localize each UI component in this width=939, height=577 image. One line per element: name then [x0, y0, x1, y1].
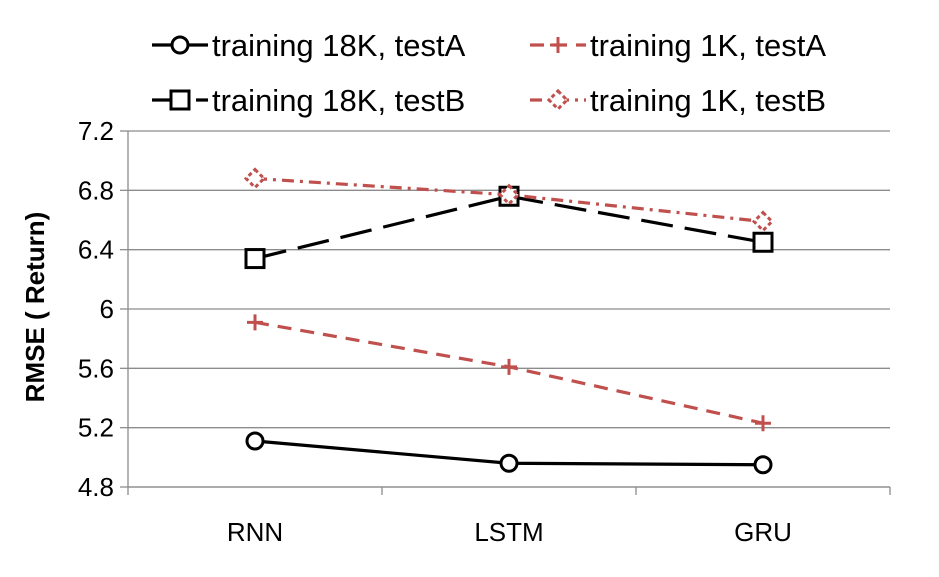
data-point — [243, 167, 267, 190]
y-tick-label: 6.4 — [78, 235, 114, 265]
y-tick-label: 6.8 — [78, 175, 114, 205]
legend-label: training 18K, testB — [212, 83, 465, 118]
legend-entry: training 18K, testA — [152, 28, 466, 63]
data-point — [497, 183, 521, 206]
y-tick-label: 5.6 — [78, 353, 114, 383]
data-point — [244, 248, 266, 270]
legend-marker — [169, 89, 191, 111]
data-point — [247, 314, 263, 331]
series-1 — [247, 314, 771, 432]
axes: 4.8 5.2 5.6 6 6.4 6.8 7.2 RNN LSTM GRU — [78, 116, 891, 547]
legend-marker — [550, 37, 566, 53]
legend-entry: training 1K, testA — [530, 28, 826, 63]
data-point — [499, 453, 519, 473]
x-tick-label: RNN — [227, 517, 283, 547]
y-tick-label: 7.2 — [78, 116, 114, 146]
series-3 — [243, 167, 775, 233]
legend-marker — [546, 88, 570, 112]
legend-entry: training 1K, testB — [530, 83, 826, 118]
data-point — [245, 431, 265, 451]
series-group — [243, 167, 775, 475]
legend: training 18K, testA training 1K, testA tra… — [152, 28, 826, 118]
legend-label: training 18K, testA — [212, 28, 466, 63]
data-point — [751, 210, 775, 233]
y-axis-label: RMSE ( Return) — [20, 212, 50, 403]
data-point — [501, 358, 517, 375]
y-tick-label: 4.8 — [78, 472, 114, 502]
series-0 — [245, 431, 773, 475]
legend-label: training 1K, testA — [590, 28, 826, 63]
data-point — [753, 455, 773, 475]
data-point — [755, 415, 771, 432]
y-tick-label: 5.2 — [78, 413, 114, 443]
legend-label: training 1K, testB — [590, 83, 826, 118]
legend-marker — [170, 35, 190, 55]
data-point — [752, 231, 774, 253]
x-tick-label: LSTM — [474, 517, 543, 547]
x-tick-label: GRU — [734, 517, 792, 547]
legend-entry: training 18K, testB — [152, 83, 465, 118]
y-tick-label: 6 — [100, 294, 114, 324]
